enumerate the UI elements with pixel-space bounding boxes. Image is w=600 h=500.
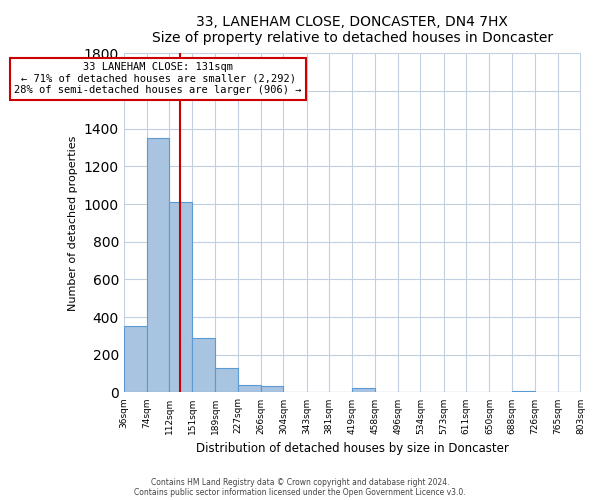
Bar xyxy=(352,388,375,392)
Bar xyxy=(215,368,238,392)
Bar xyxy=(146,138,169,392)
Bar xyxy=(238,385,261,392)
Text: Contains HM Land Registry data © Crown copyright and database right 2024.
Contai: Contains HM Land Registry data © Crown c… xyxy=(134,478,466,497)
Bar xyxy=(169,202,193,392)
Bar xyxy=(124,326,146,392)
Text: 33 LANEHAM CLOSE: 131sqm
← 71% of detached houses are smaller (2,292)
28% of sem: 33 LANEHAM CLOSE: 131sqm ← 71% of detach… xyxy=(14,62,302,96)
Bar xyxy=(261,386,283,392)
X-axis label: Distribution of detached houses by size in Doncaster: Distribution of detached houses by size … xyxy=(196,442,509,455)
Bar xyxy=(193,338,215,392)
Title: 33, LANEHAM CLOSE, DONCASTER, DN4 7HX
Size of property relative to detached hous: 33, LANEHAM CLOSE, DONCASTER, DN4 7HX Si… xyxy=(152,15,553,45)
Y-axis label: Number of detached properties: Number of detached properties xyxy=(68,135,78,310)
